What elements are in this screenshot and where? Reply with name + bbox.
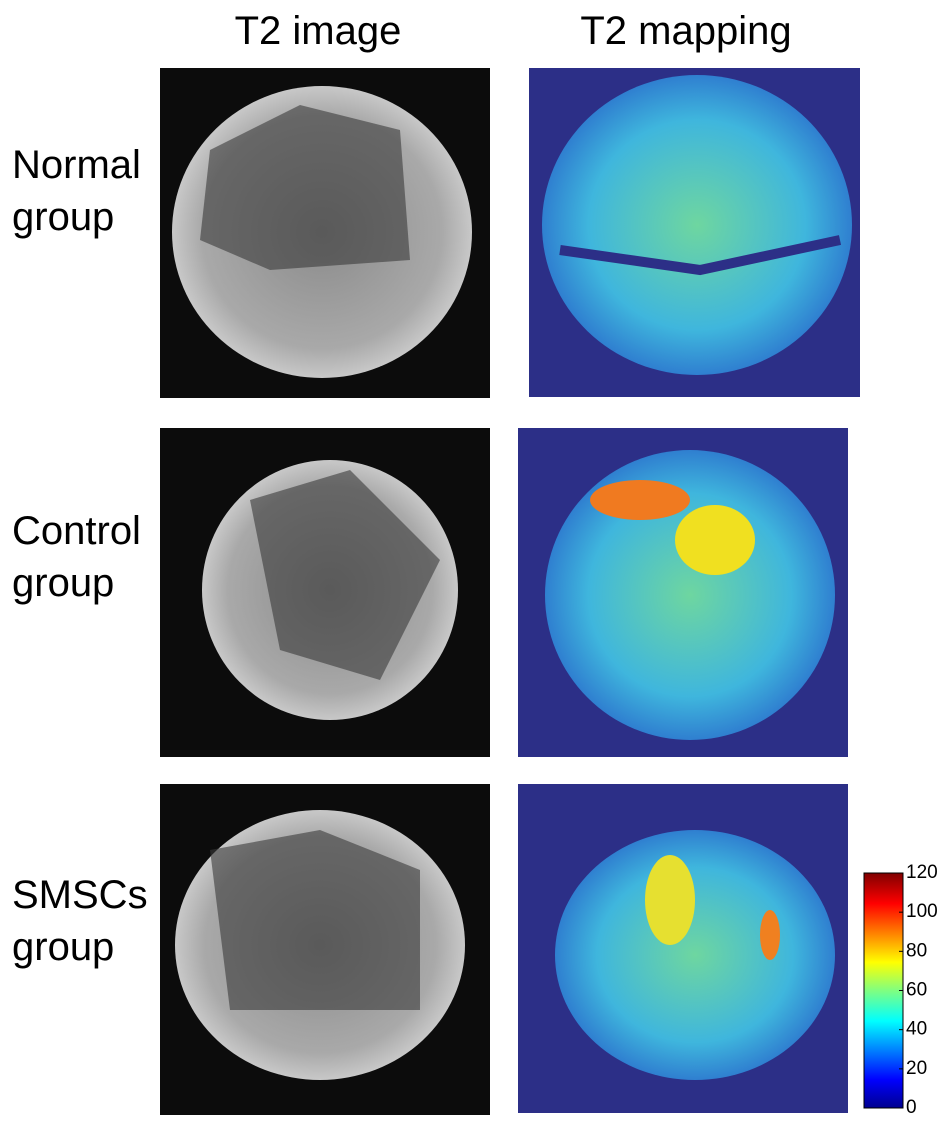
hotspot (675, 505, 755, 575)
colorbar-tick-label: 40 (906, 1019, 927, 1040)
row-label: SMSCs (12, 873, 148, 917)
specimen (542, 75, 852, 375)
hotspot (645, 855, 695, 945)
bone (250, 470, 440, 680)
column-header: T2 image (235, 9, 402, 53)
colorbar-tick-label: 120 (906, 862, 938, 883)
colorbar-tick-label: 0 (906, 1097, 917, 1118)
row-label: Control (12, 509, 141, 553)
specimen (545, 450, 835, 740)
colorbar-tick-label: 20 (906, 1058, 927, 1079)
colorbar (863, 872, 904, 1109)
colorbar-tick-label: 100 (906, 901, 938, 922)
bone (200, 105, 410, 270)
colorbar-tick-label: 60 (906, 980, 927, 1001)
column-header: T2 mapping (580, 9, 791, 53)
row-label: group (12, 195, 114, 239)
row-label: Normal (12, 143, 141, 187)
row-label: group (12, 925, 114, 969)
colorbar-tick-label: 80 (906, 940, 927, 961)
bone (210, 830, 420, 1010)
contour (559, 235, 842, 276)
row-label: group (12, 561, 114, 605)
hotspot (760, 910, 780, 960)
hotspot (590, 480, 690, 520)
specimen (555, 830, 835, 1080)
